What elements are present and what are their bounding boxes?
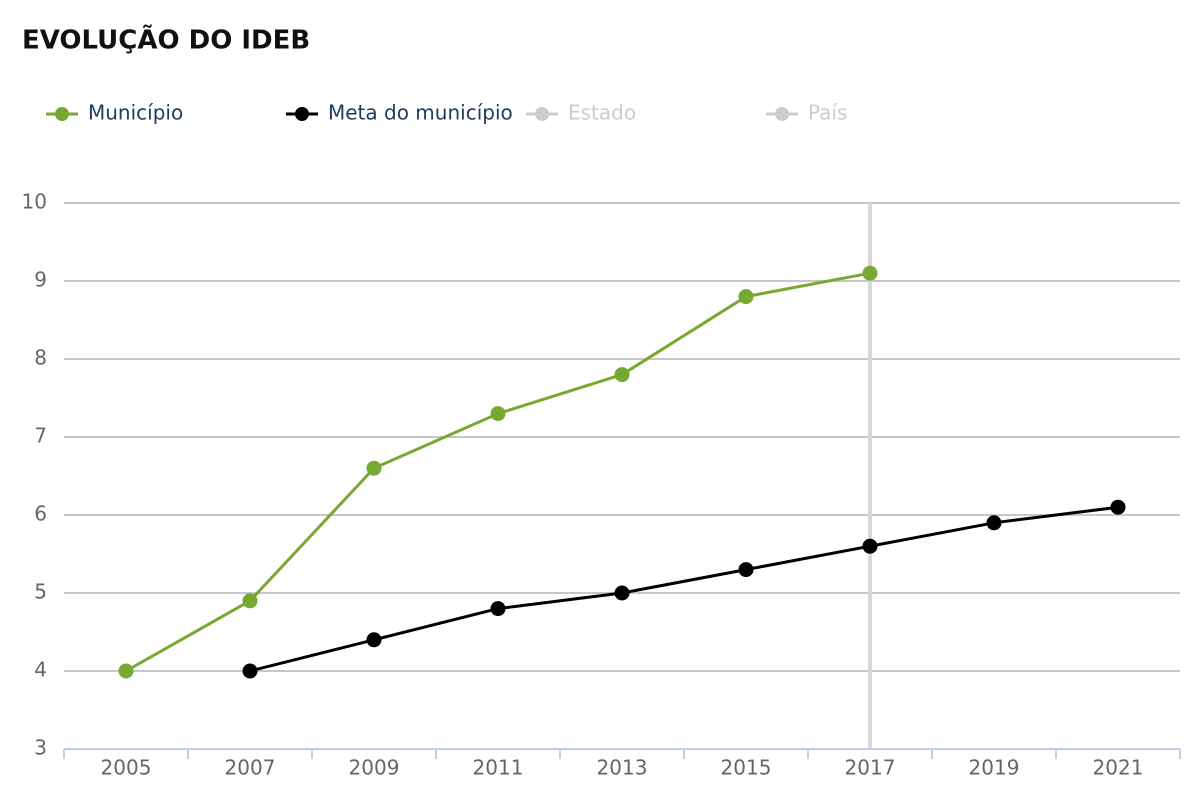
legend-label: País [808,101,847,125]
data-point [862,265,878,281]
y-tick-label: 7 [34,424,47,448]
legend-marker [535,107,549,121]
x-tick-label: 2005 [101,756,152,780]
x-tick-label: 2011 [473,756,524,780]
legend-label: Estado [568,101,636,125]
y-tick-label: 8 [34,346,47,370]
x-tick-label: 2017 [845,756,896,780]
data-point [366,460,382,476]
data-point [490,406,506,422]
x-tick-label: 2007 [225,756,276,780]
data-point [862,538,878,554]
data-point [614,585,630,601]
y-tick-label: 4 [34,658,47,682]
y-tick-label: 5 [34,580,47,604]
legend-label: Município [88,101,183,125]
data-point [738,289,754,305]
x-tick-label: 2013 [597,756,648,780]
data-point [242,593,258,609]
x-tick-label: 2009 [349,756,400,780]
data-point [118,663,134,679]
data-point [614,367,630,383]
y-tick-label: 6 [34,502,47,526]
y-tick-label: 10 [22,190,47,214]
data-point [1110,499,1126,515]
chart-title: EVOLUÇÃO DO IDEB [22,24,310,56]
series-line [249,505,1119,673]
data-point [242,663,258,679]
data-point [986,515,1002,531]
y-tick-label: 9 [34,268,47,292]
y-tick-label: 3 [34,736,47,760]
grid [64,202,1180,672]
data-point [366,632,382,648]
x-tick-label: 2015 [721,756,772,780]
x-tick-label: 2021 [1093,756,1144,780]
legend-label: Meta do município [328,101,513,125]
legend-marker [775,107,789,121]
data-point [490,601,506,617]
data-point [738,562,754,578]
x-tick-label: 2019 [969,756,1020,780]
legend-marker [295,107,309,121]
legend-marker [55,107,69,121]
